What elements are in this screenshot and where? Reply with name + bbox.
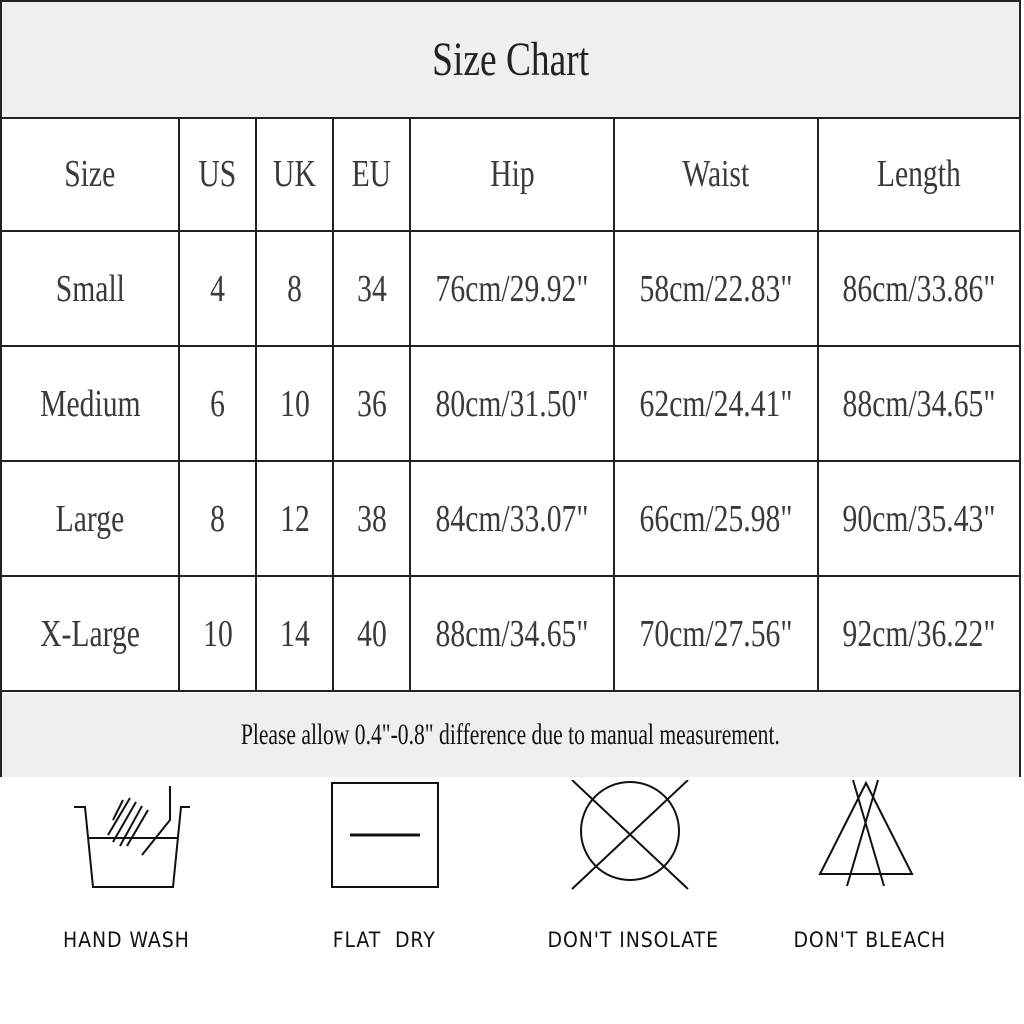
table-cell: 88cm/34.65"	[819, 347, 1019, 460]
dont-bleach-icon	[818, 780, 914, 887]
cell-value: 76cm/29.92"	[435, 267, 589, 310]
table-cell: Medium	[2, 347, 180, 460]
table-cell: 70cm/27.56"	[615, 577, 819, 690]
cell-value: Large	[55, 497, 125, 540]
cell-value: 88cm/34.65"	[435, 612, 589, 655]
header-row: Size US UK EU Hip Waist Length	[2, 117, 1019, 232]
cell-value: 4	[210, 267, 225, 310]
dont-insolate-icon	[571, 780, 689, 890]
table-cell: 62cm/24.41"	[615, 347, 819, 460]
cell-value: 62cm/24.41"	[639, 382, 793, 425]
table-cell: 80cm/31.50"	[411, 347, 615, 460]
cell-value: Small	[55, 267, 125, 310]
table-row: Large 8 12 38 84cm/33.07" 66cm/25.98" 90cm/35.…	[2, 462, 1019, 577]
header-eu: EU	[351, 152, 392, 195]
table-cell: 6	[180, 347, 257, 460]
header-us: US	[198, 152, 237, 195]
cell-value: 88cm/34.65"	[842, 382, 996, 425]
table-cell: X-Large	[2, 577, 180, 690]
header-length: Length	[877, 152, 961, 195]
cell-value: 38	[356, 497, 387, 540]
header-cell: Waist	[615, 117, 819, 230]
cell-value: 10	[279, 382, 310, 425]
table-cell: 84cm/33.07"	[411, 462, 615, 575]
cell-value: 66cm/25.98"	[639, 497, 793, 540]
table-cell: 88cm/34.65"	[411, 577, 615, 690]
table-grid: Size US UK EU Hip Waist Length Small 4 8 34…	[2, 117, 1019, 692]
header-cell: US	[180, 117, 257, 230]
cell-value: X-Large	[40, 612, 140, 655]
table-cell: 14	[257, 577, 334, 690]
cell-value: 40	[356, 612, 387, 655]
size-chart-table: Size Chart Size US UK EU Hip Waist Lengt…	[0, 0, 1021, 777]
cell-value: 84cm/33.07"	[435, 497, 589, 540]
header-uk: UK	[273, 152, 316, 195]
table-cell: 76cm/29.92"	[411, 232, 615, 345]
header-cell: Hip	[411, 117, 615, 230]
table-cell: Large	[2, 462, 180, 575]
cell-value: 90cm/35.43"	[842, 497, 996, 540]
table-cell: 92cm/36.22"	[819, 577, 1019, 690]
care-dont-bleach	[766, 780, 966, 895]
cell-value: 8	[287, 267, 302, 310]
table-cell: 36	[334, 347, 411, 460]
table-cell: 66cm/25.98"	[615, 462, 819, 575]
care-label-flat-dry: FLAT DRY	[332, 928, 436, 952]
table-row: X-Large 10 14 40 88cm/34.65" 70cm/27.56" 92cm/…	[2, 577, 1019, 692]
measurement-note: Please allow 0.4"-0.8" difference due to…	[2, 693, 1019, 777]
cell-value: 70cm/27.56"	[639, 612, 793, 655]
cell-value: 12	[279, 497, 310, 540]
cell-value: 6	[210, 382, 225, 425]
table-cell: 58cm/22.83"	[615, 232, 819, 345]
care-label-dont-insolate: DON'T INSOLATE	[547, 928, 719, 952]
table-cell: Small	[2, 232, 180, 345]
table-row: Medium 6 10 36 80cm/31.50" 62cm/24.41" 88cm/34…	[2, 347, 1019, 462]
table-cell: 4	[180, 232, 257, 345]
table-cell: 38	[334, 462, 411, 575]
cell-value: 10	[202, 612, 233, 655]
header-cell: UK	[257, 117, 334, 230]
hand-wash-icon	[74, 786, 190, 888]
header-waist: Waist	[682, 152, 750, 195]
table-cell: 10	[257, 347, 334, 460]
table-cell: 86cm/33.86"	[819, 232, 1019, 345]
care-label-dont-bleach: DON'T BLEACH	[793, 928, 947, 952]
cell-value: 36	[356, 382, 387, 425]
care-hand-wash	[30, 780, 230, 895]
care-flat-dry	[285, 780, 485, 895]
title-text: Size Chart	[432, 33, 589, 86]
note-text: Please allow 0.4"-0.8" difference due to…	[240, 718, 781, 751]
header-hip: Hip	[489, 152, 535, 195]
care-label-hand-wash: HAND WASH	[63, 928, 190, 952]
cell-value: Medium	[39, 382, 141, 425]
care-dont-insolate	[530, 780, 730, 895]
table-cell: 8	[257, 232, 334, 345]
table-cell: 34	[334, 232, 411, 345]
cell-value: 34	[356, 267, 387, 310]
header-cell: Length	[819, 117, 1019, 230]
cell-value: 14	[279, 612, 310, 655]
header-size: Size	[64, 152, 116, 195]
cell-value: 58cm/22.83"	[639, 267, 793, 310]
table-cell: 12	[257, 462, 334, 575]
table-cell: 8	[180, 462, 257, 575]
cell-value: 86cm/33.86"	[842, 267, 996, 310]
cell-value: 8	[210, 497, 225, 540]
header-cell: Size	[2, 117, 180, 230]
header-cell: EU	[334, 117, 411, 230]
cell-value: 80cm/31.50"	[435, 382, 589, 425]
table-row: Small 4 8 34 76cm/29.92" 58cm/22.83" 86cm/33.8…	[2, 232, 1019, 347]
table-title: Size Chart	[2, 2, 1019, 119]
table-cell: 40	[334, 577, 411, 690]
flat-dry-icon	[331, 782, 439, 888]
table-cell: 10	[180, 577, 257, 690]
cell-value: 92cm/36.22"	[842, 612, 996, 655]
table-cell: 90cm/35.43"	[819, 462, 1019, 575]
